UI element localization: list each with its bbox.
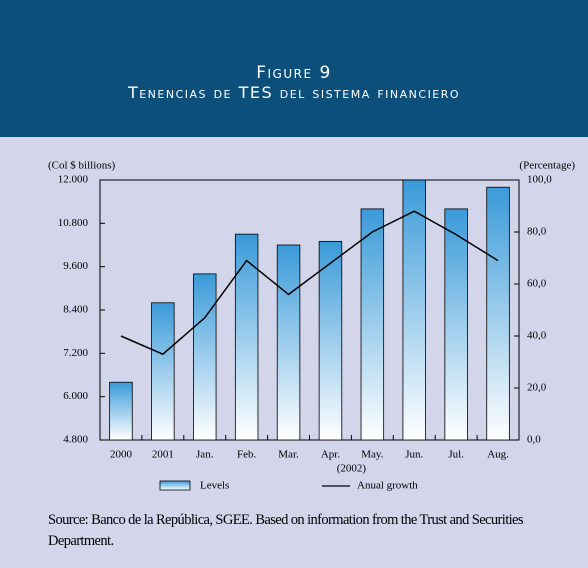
y2-tick-label: 0,0 [527, 434, 541, 446]
y2-tick-label: 80,0 [527, 226, 547, 238]
x-tick-label: Aug. [487, 449, 509, 461]
legend-label: Levels [200, 480, 229, 492]
x-group-label: (2002) [337, 463, 367, 475]
x-tick-label: Jun. [405, 449, 423, 461]
bar [444, 208, 468, 441]
legend-label: Anual growth [357, 480, 418, 492]
y-tick-label: 6.000 [63, 390, 88, 402]
y2-tick-label: 60,0 [527, 278, 547, 290]
x-tick-label: Jul. [448, 449, 464, 461]
figure-number: Figure 9 [256, 63, 332, 83]
y-tick-label: 12.000 [58, 174, 89, 186]
x-tick-label: Mar. [278, 449, 299, 461]
x-tick-label: Jan. [196, 449, 214, 461]
bar [193, 273, 217, 441]
x-tick-label: Feb. [237, 449, 257, 461]
bar [360, 208, 385, 441]
header [0, 0, 588, 137]
y-axis-label: (Col $ billions) [48, 160, 116, 172]
y-tick-label: 9.600 [63, 260, 88, 272]
y-tick-label: 7.200 [63, 347, 88, 359]
bar [486, 186, 510, 441]
bar [402, 179, 426, 441]
x-tick-label: 2001 [152, 449, 174, 461]
bar [276, 244, 301, 441]
bar [234, 233, 259, 441]
figure-title: Tenencias de TES del sistema financiero [127, 83, 460, 102]
x-tick-label: Apr. [321, 449, 341, 461]
y2-axis-label: (Percentage) [519, 160, 575, 172]
y-tick-label: 8.400 [63, 304, 88, 316]
bar [318, 240, 343, 441]
y2-tick-label: 40,0 [527, 330, 547, 342]
bar [151, 302, 175, 441]
y2-tick-label: 100,0 [527, 174, 552, 186]
line [120, 210, 499, 356]
y2-tick-label: 20,0 [527, 382, 547, 394]
source-note: Source: Banco de la República, SGEE. Bas… [48, 512, 524, 549]
x-tick-label: 2000 [110, 449, 133, 461]
bar [109, 381, 133, 441]
y-tick-label: 10.800 [58, 217, 89, 229]
legend-swatch [159, 480, 191, 491]
x-tick-label: May. [361, 449, 383, 461]
y-tick-label: 4.800 [63, 434, 88, 446]
